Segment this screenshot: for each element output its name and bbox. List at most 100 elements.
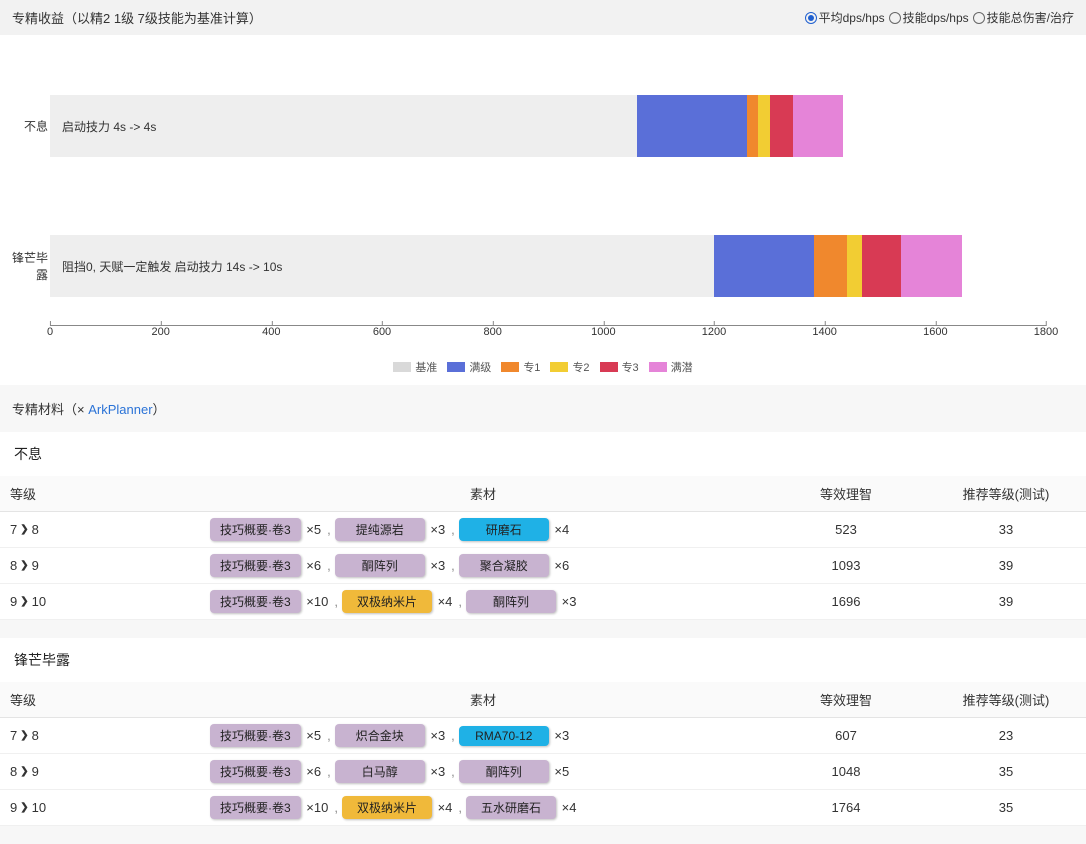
bar-segment [901, 235, 962, 297]
legend-swatch [649, 362, 667, 372]
chart-area: 020040060080010001200140016001800 不息启动技力… [50, 55, 1046, 345]
metric-radio[interactable]: 平均dps/hps [805, 9, 885, 26]
bar-base: 阻挡0, 天赋一定触发 启动技力 14s -> 10s [50, 235, 714, 297]
material-chip[interactable]: 酮阵列 [466, 590, 556, 613]
table-header: 等效理智 [766, 476, 926, 512]
x-tick: 1200 [702, 326, 726, 338]
materials-header-sep: × [77, 402, 88, 417]
material-count: ×4 [558, 800, 576, 815]
x-tick: 200 [151, 326, 169, 338]
radio-icon [973, 12, 985, 24]
recommended-value: 39 [926, 584, 1086, 620]
legend-swatch [600, 362, 618, 372]
material-chip[interactable]: 酮阵列 [459, 760, 549, 783]
material-chip[interactable]: 白马醇 [335, 760, 425, 783]
radio-label: 技能总伤害/治疗 [987, 9, 1074, 26]
legend-item: 满潜 [649, 359, 693, 375]
legend-label: 专3 [622, 359, 639, 375]
material-chip[interactable]: 技巧概要·卷3 [210, 724, 301, 747]
material-count: ×4 [434, 594, 452, 609]
level-range: 9❯10 [10, 800, 46, 815]
table-header: 等效理智 [766, 682, 926, 718]
legend-label: 满级 [469, 359, 491, 375]
level-range: 7❯8 [10, 728, 39, 743]
material-chip[interactable]: RMA70-12 [459, 726, 549, 746]
material-chip[interactable]: 技巧概要·卷3 [210, 518, 301, 541]
bar-segment [758, 95, 770, 157]
table-row: 9❯10技巧概要·卷3 ×10,双极纳米片 ×4,五水研磨石 ×4176435 [0, 790, 1086, 826]
materials-header: 专精材料（× ArkPlanner） [0, 385, 1086, 432]
material-count: ×5 [551, 764, 569, 779]
skill-name: 锋芒毕露 [0, 638, 1086, 682]
chevron-right-icon: ❯ [20, 730, 28, 741]
table-row: 8❯9技巧概要·卷3 ×6,酮阵列 ×3,聚合凝胶 ×6109339 [0, 548, 1086, 584]
legend-label: 基准 [415, 359, 437, 375]
table-header: 推荐等级(测试) [926, 682, 1086, 718]
legend-item: 专1 [501, 359, 540, 375]
material-chip[interactable]: 研磨石 [459, 518, 549, 541]
chevron-right-icon: ❯ [20, 802, 28, 813]
radio-icon [805, 12, 817, 24]
table-header: 推荐等级(测试) [926, 476, 1086, 512]
x-axis: 020040060080010001200140016001800 [50, 325, 1046, 345]
table-row: 7❯8技巧概要·卷3 ×5,炽合金块 ×3,RMA70-12 ×360723 [0, 718, 1086, 754]
level-range: 7❯8 [10, 522, 39, 537]
table-row: 7❯8技巧概要·卷3 ×5,提纯源岩 ×3,研磨石 ×452333 [0, 512, 1086, 548]
chevron-right-icon: ❯ [20, 766, 28, 777]
legend-swatch [550, 362, 568, 372]
arkplanner-link[interactable]: ArkPlanner [88, 402, 152, 417]
chart-legend: 基准 满级专1 专2 专3 满潜 [0, 355, 1086, 385]
legend-swatch [393, 362, 411, 372]
material-count: ×10 [303, 594, 329, 609]
y-label: 锋芒毕露 [10, 249, 48, 283]
recommended-value: 35 [926, 790, 1086, 826]
legend-label: 满潜 [671, 359, 693, 375]
level-range: 8❯9 [10, 558, 39, 573]
material-chip[interactable]: 炽合金块 [335, 724, 425, 747]
sanity-value: 1764 [766, 790, 926, 826]
material-chip[interactable]: 酮阵列 [335, 554, 425, 577]
legend-swatch [501, 362, 519, 372]
x-tick: 1400 [812, 326, 836, 338]
material-count: ×5 [303, 522, 321, 537]
level-range: 8❯9 [10, 764, 39, 779]
legend-item: 专2 [550, 359, 589, 375]
materials-header-suffix: ） [153, 402, 166, 417]
material-chip[interactable]: 聚合凝胶 [459, 554, 549, 577]
materials-header-prefix: 专精材料（ [12, 402, 77, 417]
metric-radio[interactable]: 技能dps/hps [889, 9, 969, 26]
material-count: ×3 [551, 728, 569, 743]
chevron-right-icon: ❯ [20, 596, 28, 607]
material-count: ×6 [551, 558, 569, 573]
material-chip[interactable]: 技巧概要·卷3 [210, 796, 301, 819]
material-count: ×10 [303, 800, 329, 815]
chart-header: 专精收益（以精2 1级 7级技能为基准计算） 平均dps/hps 技能dps/hp… [0, 0, 1086, 35]
material-count: ×3 [427, 764, 445, 779]
radio-label: 技能dps/hps [903, 9, 969, 26]
sanity-value: 1048 [766, 754, 926, 790]
bar-segment [793, 95, 844, 157]
x-tick: 1600 [923, 326, 947, 338]
chart-title: 专精收益（以精2 1级 7级技能为基准计算） [12, 8, 262, 27]
material-chip[interactable]: 技巧概要·卷3 [210, 760, 301, 783]
x-tick: 0 [47, 326, 53, 338]
radio-icon [889, 12, 901, 24]
x-tick: 1000 [591, 326, 615, 338]
legend-swatch [447, 362, 465, 372]
material-chip[interactable]: 技巧概要·卷3 [210, 554, 301, 577]
legend-item: 专3 [600, 359, 639, 375]
skill-name: 不息 [0, 432, 1086, 476]
chart-panel: 020040060080010001200140016001800 不息启动技力… [0, 35, 1086, 355]
material-count: ×3 [427, 522, 445, 537]
metric-radio[interactable]: 技能总伤害/治疗 [973, 9, 1074, 26]
material-chip[interactable]: 技巧概要·卷3 [210, 590, 301, 613]
material-count: ×3 [427, 728, 445, 743]
materials-table: 等级素材等效理智推荐等级(测试)7❯8技巧概要·卷3 ×5,提纯源岩 ×3,研磨… [0, 476, 1086, 620]
material-chip[interactable]: 双极纳米片 [342, 590, 432, 613]
material-chip[interactable]: 双极纳米片 [342, 796, 432, 819]
material-chip[interactable]: 提纯源岩 [335, 518, 425, 541]
material-count: ×6 [303, 764, 321, 779]
recommended-value: 23 [926, 718, 1086, 754]
recommended-value: 33 [926, 512, 1086, 548]
material-chip[interactable]: 五水研磨石 [466, 796, 556, 819]
